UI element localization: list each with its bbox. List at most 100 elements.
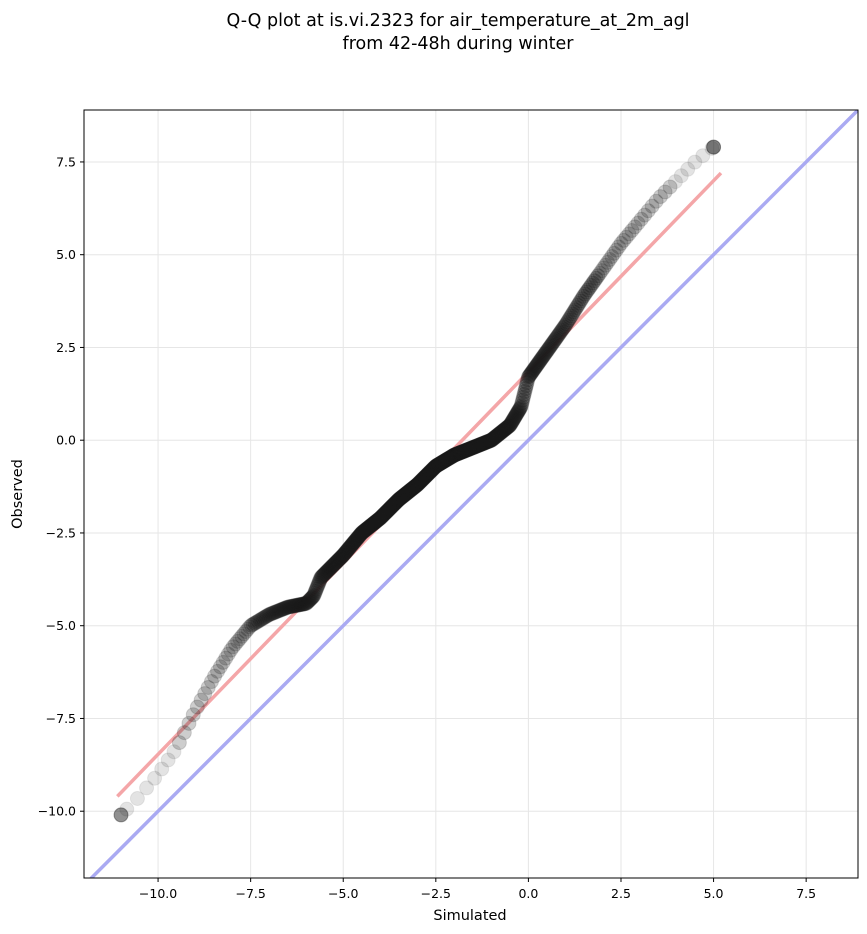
quantile-point	[585, 275, 601, 291]
quantile-point	[329, 553, 345, 569]
quantile-point	[154, 761, 170, 777]
quantile-point	[320, 562, 336, 578]
quantile-point	[561, 312, 577, 328]
quantile-point	[443, 449, 459, 465]
quantile-point	[468, 438, 484, 454]
quantile-point	[340, 541, 356, 557]
quantile-point	[340, 542, 356, 558]
quantile-point	[491, 426, 507, 442]
quantile-point	[414, 472, 430, 488]
quantile-point	[293, 597, 309, 613]
quantile-point	[268, 604, 284, 620]
quantile-point	[348, 532, 364, 548]
quantile-point	[369, 513, 385, 529]
quantile-point	[420, 466, 436, 482]
quantile-point	[129, 791, 145, 807]
quantile-point	[583, 277, 599, 293]
quantile-point	[404, 481, 420, 497]
quantile-point	[379, 504, 395, 520]
quantile-point	[386, 496, 402, 512]
quantile-point	[501, 418, 517, 434]
quantile-point	[334, 549, 350, 565]
quantile-point	[270, 603, 286, 619]
quantile-point	[465, 439, 481, 455]
quantile-point	[382, 500, 398, 516]
quantile-point	[633, 211, 649, 227]
quantile-point	[486, 430, 502, 446]
quantile-point	[409, 477, 425, 493]
quantile-point	[361, 519, 377, 535]
quantile-point	[353, 526, 369, 542]
y-tick-label: −7.5	[46, 711, 76, 726]
quantile-point	[657, 184, 673, 200]
quantile-point	[365, 516, 381, 532]
quantile-point	[462, 441, 478, 457]
y-tick-label: −2.5	[46, 525, 76, 540]
x-axis-label: Simulated	[433, 908, 506, 924]
quantile-point	[305, 589, 321, 605]
quantile-point	[335, 547, 351, 563]
quantile-point	[454, 444, 470, 460]
quantile-point	[484, 432, 500, 448]
quantile-point	[376, 506, 392, 522]
quantile-point	[412, 474, 428, 490]
quantile-point	[395, 488, 411, 504]
quantile-point	[368, 514, 384, 530]
quantile-point	[706, 139, 722, 155]
quantile-point	[606, 245, 622, 261]
quantile-point	[613, 235, 629, 251]
quantile-point	[185, 707, 201, 723]
quantile-point	[375, 507, 391, 523]
quantile-point	[355, 524, 371, 540]
quantile-point	[416, 470, 432, 486]
quantile-point	[435, 454, 451, 470]
quantile-point	[333, 549, 349, 565]
quantile-point	[437, 453, 453, 469]
quantile-point	[423, 463, 439, 479]
quantile-point	[171, 735, 187, 751]
quantile-point	[382, 501, 398, 517]
quantile-point	[470, 438, 486, 454]
quantile-point	[706, 139, 722, 155]
quantile-point	[470, 438, 486, 454]
quantile-point	[392, 491, 408, 507]
quantile-point	[393, 489, 409, 505]
quantile-point	[534, 350, 550, 366]
quantile-point	[357, 522, 373, 538]
quantile-point	[567, 302, 583, 318]
chart-title-line-2: from 42-48h during winter	[343, 34, 575, 54]
quantile-point	[442, 450, 458, 466]
quantile-point	[278, 600, 294, 616]
quantile-point	[245, 616, 261, 632]
quantile-point	[304, 589, 320, 605]
quantile-point	[403, 482, 419, 498]
quantile-point	[530, 356, 546, 372]
quantile-point	[336, 547, 352, 563]
quantile-point	[524, 365, 540, 381]
quantile-point	[435, 454, 451, 470]
quantile-point	[477, 435, 493, 451]
quantile-point	[426, 460, 442, 476]
quantile-point	[407, 479, 423, 495]
quantile-point	[573, 293, 589, 309]
quantile-point	[568, 300, 584, 316]
quantile-point	[380, 502, 396, 518]
quantile-point	[483, 432, 499, 448]
quantile-point	[477, 435, 493, 451]
quantile-point	[295, 596, 311, 612]
quantile-point	[250, 613, 266, 629]
quantile-point	[520, 369, 536, 385]
quantile-point	[506, 411, 522, 427]
quantile-point	[473, 436, 489, 452]
quantile-point	[247, 615, 263, 631]
quantile-point	[350, 530, 366, 546]
quantile-point	[296, 596, 312, 612]
quantile-point	[298, 595, 314, 611]
quantile-point	[274, 602, 290, 618]
quantile-point	[371, 511, 387, 527]
quantile-point	[574, 291, 590, 307]
quantile-point	[520, 372, 536, 388]
reference-lines	[88, 110, 858, 878]
quantile-point	[425, 461, 441, 477]
quantile-point	[259, 608, 275, 624]
